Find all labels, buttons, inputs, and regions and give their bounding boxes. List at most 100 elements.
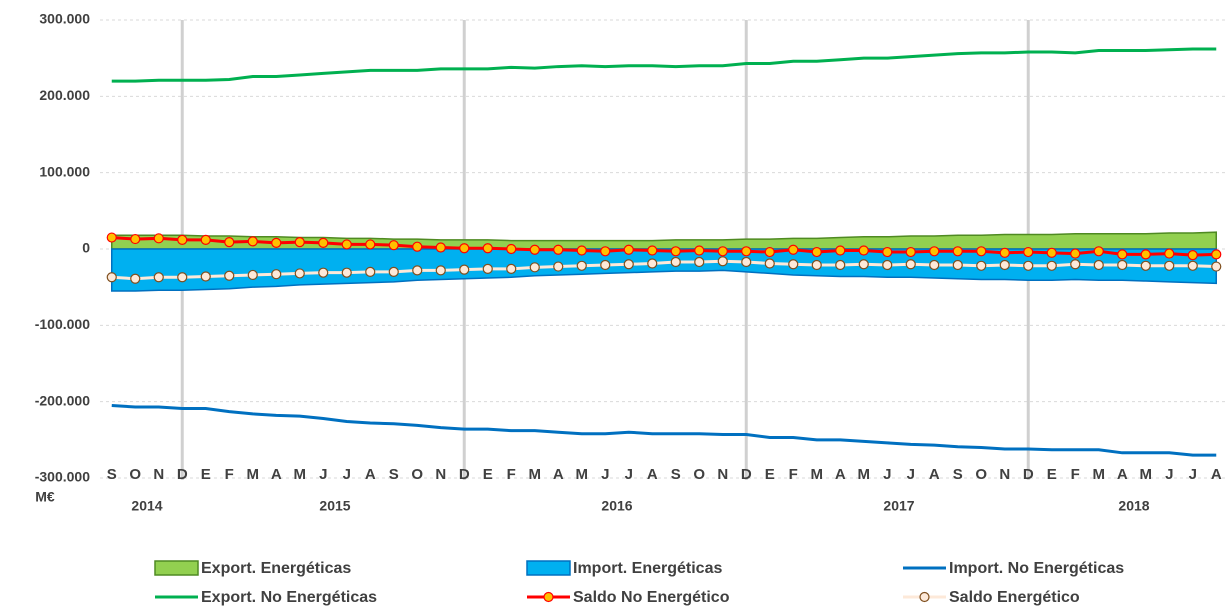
x-tick-label: M — [576, 466, 589, 483]
year-label: 2017 — [883, 498, 914, 514]
marker — [153, 233, 164, 244]
marker — [1140, 249, 1151, 260]
marker — [1046, 260, 1057, 271]
x-tick-label: A — [647, 466, 658, 483]
x-tick-label: F — [225, 466, 234, 483]
y-tick-label: 300.000 — [39, 11, 90, 27]
x-tick-label: O — [411, 466, 423, 483]
marker — [1187, 250, 1198, 261]
marker — [506, 243, 517, 255]
x-tick-label: D — [177, 466, 188, 483]
marker — [882, 259, 893, 271]
marker — [999, 247, 1010, 258]
y-axis-label: M€ — [35, 489, 55, 505]
marker — [976, 260, 987, 271]
x-tick-label: M — [247, 466, 260, 483]
marker — [1023, 260, 1034, 271]
y-tick-label: 200.000 — [39, 87, 90, 103]
x-tick-label: S — [107, 466, 117, 483]
x-tick-label: M — [1093, 466, 1106, 483]
marker — [365, 266, 376, 277]
marker — [435, 265, 446, 276]
y-tick-label: -200.000 — [35, 392, 90, 408]
marker — [1140, 260, 1151, 271]
marker — [271, 237, 282, 248]
legend-marker — [543, 591, 554, 603]
marker — [623, 259, 634, 270]
marker — [130, 233, 141, 245]
x-tick-label: O — [975, 466, 987, 483]
x-tick-label: D — [459, 466, 470, 483]
marker — [647, 258, 658, 269]
marker — [177, 272, 188, 283]
marker — [1023, 246, 1034, 258]
x-tick-label: F — [1071, 466, 1080, 483]
marker — [952, 259, 963, 271]
marker — [717, 246, 728, 257]
marker — [670, 246, 681, 257]
marker — [1211, 261, 1222, 272]
x-tick-label: E — [483, 466, 493, 483]
marker — [576, 260, 587, 271]
legend-label: Export. Energéticas — [201, 560, 351, 577]
marker — [952, 246, 963, 257]
marker — [365, 239, 376, 250]
marker — [764, 258, 775, 269]
x-tick-label: E — [1047, 466, 1057, 483]
marker — [670, 256, 681, 268]
line — [111, 47, 1217, 83]
legend-label: Import. Energéticas — [573, 560, 722, 577]
marker — [976, 246, 987, 257]
x-tick-label: E — [201, 466, 211, 483]
marker — [1046, 247, 1057, 258]
marker — [200, 271, 211, 282]
x-tick-label: N — [717, 466, 728, 483]
x-tick-label: D — [741, 466, 752, 483]
marker — [247, 236, 258, 247]
marker — [459, 264, 470, 275]
marker — [835, 259, 846, 271]
x-tick-label: A — [1211, 466, 1222, 483]
x-tick-label: S — [389, 466, 399, 483]
marker — [1164, 260, 1175, 271]
legend-label: Saldo No Energético — [573, 589, 730, 606]
marker — [1211, 249, 1222, 260]
marker — [553, 244, 564, 255]
marker — [929, 246, 940, 257]
marker — [294, 237, 305, 248]
x-tick-label: J — [883, 466, 891, 483]
y-tick-label: 100.000 — [39, 163, 90, 179]
x-tick-label: J — [907, 466, 915, 483]
marker — [835, 245, 846, 256]
marker — [741, 256, 752, 268]
marker — [1117, 259, 1128, 271]
x-tick-label: E — [765, 466, 775, 483]
marker — [858, 245, 869, 256]
marker — [482, 243, 493, 254]
marker — [788, 244, 799, 255]
y-tick-label: -300.000 — [35, 469, 90, 485]
x-tick-label: J — [601, 466, 609, 483]
marker — [623, 244, 634, 255]
x-tick-label: A — [365, 466, 376, 483]
marker — [647, 245, 658, 256]
marker — [811, 259, 822, 271]
year-label: 2018 — [1118, 498, 1149, 514]
x-tick-label: J — [1165, 466, 1173, 483]
marker — [1093, 246, 1104, 257]
marker — [224, 237, 235, 248]
x-tick-label: M — [294, 466, 307, 483]
marker — [435, 242, 446, 253]
line — [111, 403, 1217, 457]
x-tick-label: F — [789, 466, 798, 483]
x-tick-label: O — [693, 466, 705, 483]
year-label: 2014 — [131, 498, 162, 514]
x-tick-label: A — [271, 466, 282, 483]
marker — [694, 256, 705, 268]
marker — [318, 267, 329, 278]
x-tick-label: M — [858, 466, 871, 483]
marker — [882, 246, 893, 258]
legend-label: Import. No Energéticas — [949, 560, 1124, 577]
marker — [741, 246, 752, 257]
marker — [1187, 260, 1198, 271]
